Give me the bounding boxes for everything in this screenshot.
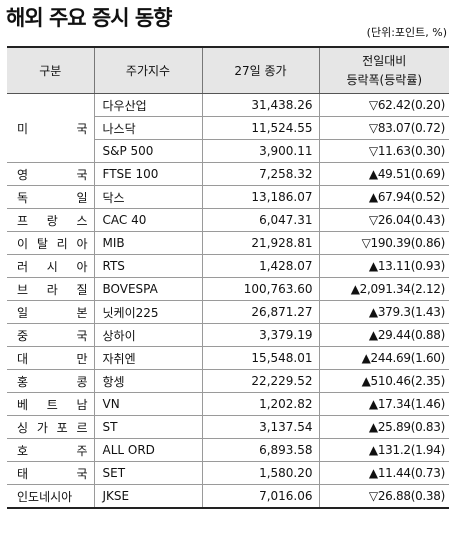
close-cell: 6,047.31 — [201, 208, 320, 232]
change-cell: ▲49.51(0.69) — [318, 162, 449, 186]
change-cell: ▲379.3(1.43) — [318, 300, 449, 324]
region-cell: 독 일 — [7, 185, 95, 209]
region-cell: 러 시 아 — [7, 254, 95, 278]
table-row: S&P 500 3,900.11 ▽11.63(0.30) — [7, 139, 449, 163]
table-row: 일 본 닛케이225 26,871.27 ▲379.3(1.43) — [7, 300, 449, 324]
table-body: 미 국 다우산업 31,438.26 ▽62.42(0.20) 나스닥 11,5… — [7, 93, 449, 509]
close-cell: 21,928.81 — [201, 231, 320, 255]
index-cell: RTS — [93, 254, 203, 278]
close-cell: 3,137.54 — [201, 415, 320, 439]
change-cell: ▲25.89(0.83) — [318, 415, 449, 439]
index-cell: 닥스 — [93, 185, 203, 209]
table-row: 미 국 다우산업 31,438.26 ▽62.42(0.20) — [7, 93, 449, 163]
change-cell: ▲29.44(0.88) — [318, 323, 449, 347]
close-cell: 3,900.11 — [201, 139, 320, 163]
index-cell: 항셍 — [93, 369, 203, 393]
index-cell: 닛케이225 — [93, 300, 203, 324]
change-cell: ▽11.63(0.30) — [318, 139, 449, 163]
change-cell: ▲2,091.34(2.12) — [318, 277, 449, 301]
change-cell: ▲244.69(1.60) — [318, 346, 449, 370]
close-cell: 3,379.19 — [201, 323, 320, 347]
region-cell: 영 국 — [7, 162, 95, 186]
region-cell: 일 본 — [7, 300, 95, 324]
table-row: 대 만 자취엔 15,548.01 ▲244.69(1.60) — [7, 346, 449, 370]
index-cell: BOVESPA — [93, 277, 203, 301]
table-row: 싱 가 포 르 ST 3,137.54 ▲25.89(0.83) — [7, 415, 449, 439]
index-cell: S&P 500 — [94, 139, 203, 163]
close-cell: 11,524.55 — [201, 116, 320, 140]
close-cell: 15,548.01 — [201, 346, 320, 370]
table-header-row: 구분 주가지수 27일 종가 전일대비 등락폭(등락률) — [7, 46, 449, 94]
table-row: 브 라 질 BOVESPA 100,763.60 ▲2,091.34(2.12) — [7, 277, 449, 301]
region-cell: 프 랑 스 — [7, 208, 95, 232]
index-cell: JKSE — [93, 484, 203, 509]
index-cell: VN — [93, 392, 203, 416]
index-cell: CAC 40 — [93, 208, 203, 232]
region-cell: 대 만 — [7, 346, 95, 370]
header-region: 구분 — [7, 46, 95, 94]
index-cell: FTSE 100 — [93, 162, 203, 186]
change-cell: ▲131.2(1.94) — [318, 438, 449, 462]
header-change-line2: 등락폭(등락률) — [346, 72, 423, 87]
region-cell: 이 탈 리 아 — [7, 231, 95, 255]
change-cell: ▲17.34(1.46) — [318, 392, 449, 416]
header-close: 27일 종가 — [201, 46, 320, 94]
close-cell: 6,893.58 — [201, 438, 320, 462]
header-index: 주가지수 — [93, 46, 203, 94]
region-cell: 브 라 질 — [7, 277, 95, 301]
table-row: 프 랑 스 CAC 40 6,047.31 ▽26.04(0.43) — [7, 208, 449, 232]
change-cell: ▲13.11(0.93) — [318, 254, 449, 278]
close-cell: 31,438.26 — [201, 93, 320, 117]
region-cell: 인도네시아 — [7, 484, 95, 509]
close-cell: 26,871.27 — [201, 300, 320, 324]
close-cell: 1,580.20 — [201, 461, 320, 485]
header-change-line1: 전일대비 — [362, 53, 407, 68]
table-row: 중 국 상하이 3,379.19 ▲29.44(0.88) — [7, 323, 449, 347]
close-cell: 1,202.82 — [201, 392, 320, 416]
region-cell: 중 국 — [7, 323, 95, 347]
close-cell: 100,763.60 — [201, 277, 320, 301]
stock-index-table: 구분 주가지수 27일 종가 전일대비 등락폭(등락률) 미 국 다우산업 31… — [7, 46, 449, 509]
change-cell: ▲11.44(0.73) — [318, 461, 449, 485]
change-cell: ▽62.42(0.20) — [318, 93, 449, 117]
region-cell: 미 국 — [7, 93, 95, 163]
change-cell: ▲67.94(0.52) — [318, 185, 449, 209]
region-cell: 베 트 남 — [7, 392, 95, 416]
table-row: 태 국 SET 1,580.20 ▲11.44(0.73) — [7, 461, 449, 485]
close-cell: 13,186.07 — [201, 185, 320, 209]
table-row: 홍 콩 항셍 22,229.52 ▲510.46(2.35) — [7, 369, 449, 393]
index-cell: ALL ORD — [93, 438, 203, 462]
table-row: 독 일 닥스 13,186.07 ▲67.94(0.52) — [7, 185, 449, 209]
index-cell: MIB — [93, 231, 203, 255]
unit-note: (단위:포인트, %) — [366, 26, 447, 39]
index-cell: ST — [93, 415, 203, 439]
change-cell: ▽26.88(0.38) — [318, 484, 449, 509]
close-cell: 7,016.06 — [201, 484, 320, 509]
close-cell: 22,229.52 — [201, 369, 320, 393]
page-title: 해외 주요 증시 동향 — [6, 6, 172, 30]
table-row: 베 트 남 VN 1,202.82 ▲17.34(1.46) — [7, 392, 449, 416]
change-cell: ▽83.07(0.72) — [318, 116, 449, 140]
index-cell: 자취엔 — [93, 346, 203, 370]
header-change: 전일대비 등락폭(등락률) — [318, 46, 449, 94]
region-cell: 싱 가 포 르 — [7, 415, 95, 439]
table-row: 호 주 ALL ORD 6,893.58 ▲131.2(1.94) — [7, 438, 449, 462]
index-cell: 다우산업 — [93, 93, 203, 117]
close-cell: 1,428.07 — [201, 254, 320, 278]
region-cell: 태 국 — [7, 461, 95, 485]
region-cell: 홍 콩 — [7, 369, 95, 393]
change-cell: ▽190.39(0.86) — [318, 231, 449, 255]
table-row: 이 탈 리 아 MIB 21,928.81 ▽190.39(0.86) — [7, 231, 449, 255]
region-cell: 호 주 — [7, 438, 95, 462]
index-cell: SET — [93, 461, 203, 485]
index-cell: 나스닥 — [94, 116, 203, 140]
table-row: 나스닥 11,524.55 ▽83.07(0.72) — [7, 116, 449, 140]
table-row: 영 국 FTSE 100 7,258.32 ▲49.51(0.69) — [7, 162, 449, 186]
change-cell: ▽26.04(0.43) — [318, 208, 449, 232]
close-cell: 7,258.32 — [201, 162, 320, 186]
table-row: 인도네시아 JKSE 7,016.06 ▽26.88(0.38) — [7, 484, 449, 509]
change-cell: ▲510.46(2.35) — [318, 369, 449, 393]
index-cell: 상하이 — [93, 323, 203, 347]
table-row: 러 시 아 RTS 1,428.07 ▲13.11(0.93) — [7, 254, 449, 278]
